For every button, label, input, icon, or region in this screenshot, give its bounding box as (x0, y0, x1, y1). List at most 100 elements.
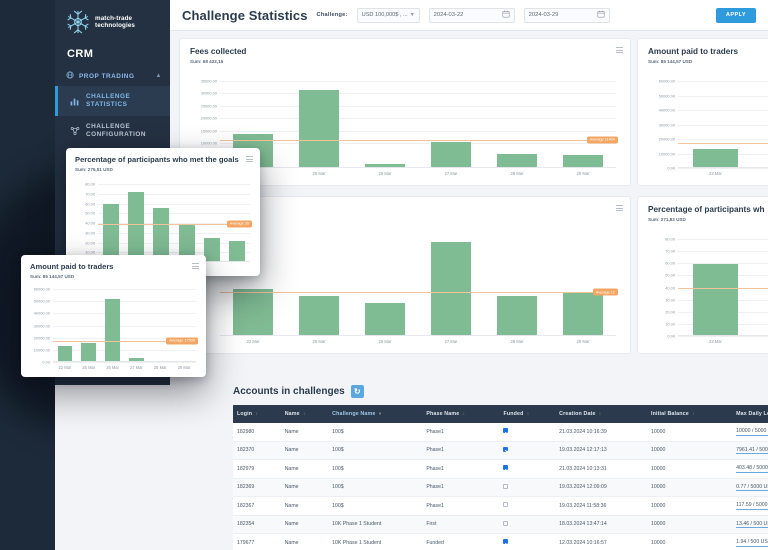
sidebar-group-prop-trading[interactable]: PROP TRADING ▲ (55, 66, 170, 86)
bar[interactable] (232, 288, 274, 336)
cell-funded[interactable] (499, 496, 556, 516)
cell-max-daily-loss: 13.46 / 500 USD (732, 515, 768, 534)
table-body: 182980 Name 100$ Phase1 21.03.2024 10:16:39 1… (233, 423, 768, 550)
sort-icon[interactable]: ↕ (301, 411, 306, 416)
bar[interactable] (57, 346, 73, 362)
calendar-icon-2[interactable] (597, 10, 605, 20)
x-axis-tick: 28 Mar (510, 171, 524, 176)
sort-icon[interactable]: ↕ (461, 411, 466, 416)
table-row[interactable]: 182354 Name 10K Phase 1 Student First 18.03.… (233, 515, 768, 534)
chart-menu-icon-3[interactable] (246, 156, 253, 162)
bar[interactable] (693, 263, 738, 336)
chart-menu-icon-2[interactable] (616, 205, 623, 211)
table-header-challenge-name[interactable]: Challenge Name ▾ (328, 405, 423, 423)
average-line (53, 340, 196, 342)
bar[interactable] (364, 164, 406, 168)
table-header-phase-name[interactable]: Phase Name ↕ (422, 405, 500, 423)
table-row[interactable]: 182369 Name 100$ Phase1 19.03.2024 12:09:09 1… (233, 478, 768, 497)
table-header-name[interactable]: Name ↕ (280, 405, 329, 423)
sort-icon[interactable]: ↕ (597, 411, 602, 416)
table-header-login[interactable]: Login ↕ (233, 405, 281, 423)
table-row[interactable]: 182370 Name 100$ Phase1 19.03.2024 12:17:13 1… (233, 441, 768, 460)
cell-phase-name: Phase1 (422, 459, 500, 479)
bar-chart-icon (69, 96, 80, 107)
table-row[interactable]: 182367 Name 100$ Phase1 19.03.2024 11:58:36 1… (233, 496, 768, 516)
bar[interactable] (153, 208, 170, 262)
bar[interactable] (129, 358, 144, 362)
sidebar-item-challenge-statistics[interactable]: CHALLENGE STATISTICS (55, 86, 170, 116)
gridline (678, 139, 768, 140)
bar[interactable] (562, 155, 604, 168)
cell-funded[interactable] (499, 515, 556, 534)
funded-checkbox[interactable] (503, 539, 509, 545)
bar[interactable] (178, 223, 195, 262)
table-header-row: Login ↕ Name ↕ Challenge Name ▾ Phase Name … (233, 405, 768, 423)
cell-phase-name: Phase1 (422, 478, 500, 497)
cell-funded[interactable] (499, 478, 556, 497)
cell-initial-balance: 10000 (646, 478, 733, 497)
chevron-up-icon[interactable]: ▲ (155, 73, 162, 79)
gridline (98, 232, 250, 234)
cell-login: 182980 (233, 423, 281, 442)
max-daily-loss-value: 1.94 / 500 USD (736, 539, 768, 547)
bar[interactable] (229, 240, 246, 262)
bar[interactable] (128, 192, 144, 262)
sort-icon[interactable]: ↕ (254, 411, 258, 416)
funded-checkbox[interactable] (503, 465, 509, 471)
table-row[interactable]: 182980 Name 100$ Phase1 21.03.2024 10:16:39 1… (233, 423, 768, 442)
x-axis-tick: 27 Mar (130, 365, 143, 370)
chart-menu-icon[interactable] (616, 47, 623, 53)
cell-funded[interactable] (499, 533, 556, 550)
table-header-creation-date[interactable]: Creation Date ↕ (555, 405, 647, 423)
table-row[interactable]: 179677 Name 10K Phase 1 Student Funded 12.03… (233, 533, 768, 550)
gridline (98, 223, 250, 224)
x-axis-line (678, 335, 768, 336)
gridline (678, 263, 768, 265)
date-to-input[interactable]: 2024-03-29 (523, 7, 610, 23)
y-axis-tick: 20.00 (85, 240, 95, 245)
bar[interactable] (298, 296, 340, 336)
bar[interactable] (430, 141, 472, 168)
calendar-icon[interactable] (502, 10, 510, 20)
table-row[interactable]: 182979 Name 100$ Phase1 21.03.2024 10:13:31 1… (233, 459, 768, 479)
bar[interactable] (81, 343, 97, 362)
page-title: Challenge Statistics (182, 7, 308, 23)
sort-icon[interactable]: ▾ (377, 411, 382, 416)
card-title-percentage-right: Percentage of participants wh (648, 205, 765, 214)
apply-button[interactable]: APPLY (716, 7, 756, 23)
floating-card-amount-paid[interactable]: Amount paid to traders Sum: 85 144,57 US… (21, 255, 206, 377)
bar[interactable] (496, 296, 538, 336)
gridline (98, 242, 250, 244)
funded-checkbox[interactable] (503, 483, 509, 489)
gridline (678, 336, 768, 337)
cell-funded[interactable] (499, 441, 556, 460)
bar[interactable] (204, 238, 220, 262)
funded-checkbox[interactable] (503, 520, 509, 526)
bar[interactable] (298, 90, 340, 168)
table-header-max-daily-loss[interactable]: Max Daily Loss (732, 405, 768, 423)
refresh-icon[interactable]: ↻ (350, 385, 364, 398)
sort-icon[interactable]: ↕ (525, 411, 530, 416)
bar[interactable] (496, 154, 538, 168)
chart-menu-icon-4[interactable] (192, 263, 199, 269)
cell-funded[interactable] (499, 459, 556, 479)
sidebar-item-challenge-configuration[interactable]: CHALLENGE CONFIGURATION (55, 116, 170, 146)
chart-amount-paid-right: 60000.00 50000.00 40000.00 30000.00 20000.00… (638, 39, 768, 185)
table-header-initial-balance[interactable]: Initial Balance ↕ (646, 405, 733, 423)
funded-checkbox[interactable] (503, 446, 509, 452)
brand[interactable]: match-trade technologies (55, 0, 170, 41)
funded-checkbox[interactable] (503, 428, 509, 434)
bar[interactable] (364, 303, 406, 336)
bar[interactable] (693, 148, 738, 168)
bar[interactable] (562, 292, 604, 336)
bar[interactable] (102, 204, 119, 262)
bar[interactable] (430, 241, 472, 336)
sort-icon[interactable]: ↕ (690, 411, 695, 416)
challenge-select[interactable]: USD 100,000$ , ... ▼ (356, 7, 420, 23)
funded-checkbox[interactable] (503, 502, 509, 508)
table-header-funded[interactable]: Funded ↕ (499, 405, 556, 423)
gridline (678, 110, 768, 111)
cell-funded[interactable] (499, 423, 556, 442)
date-from-input[interactable]: 2024-03-22 (428, 7, 515, 23)
bar[interactable] (105, 299, 120, 362)
